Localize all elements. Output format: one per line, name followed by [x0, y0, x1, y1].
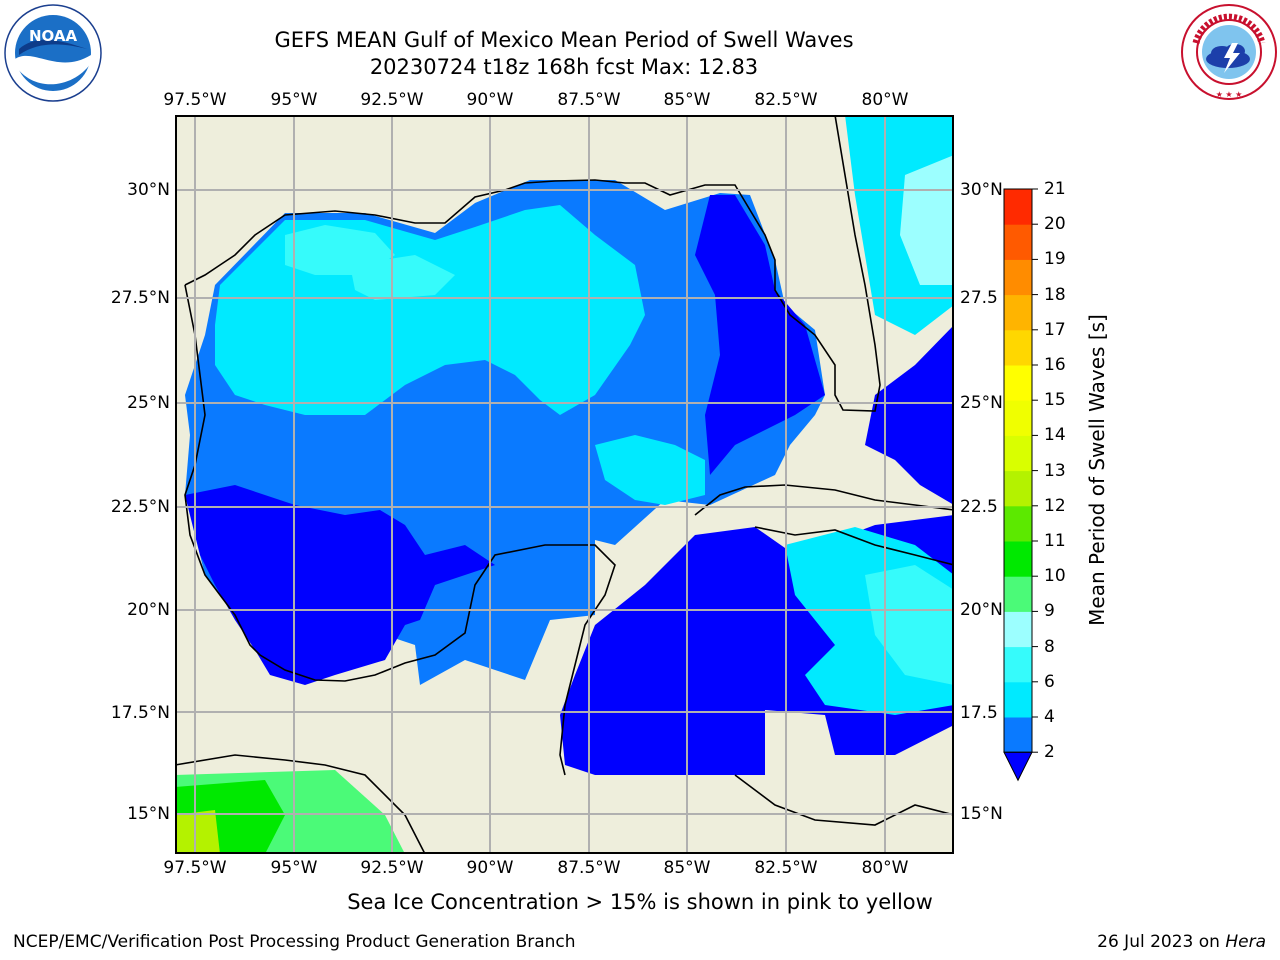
lat-label-left: 17.5°N: [110, 703, 170, 723]
run-date-text: 26 Jul 2023 on: [1097, 932, 1226, 952]
lat-label-left: 20°N: [127, 600, 170, 620]
colorbar-segment: [1004, 435, 1032, 472]
noaa-logo-text: NOAA: [29, 27, 78, 45]
lat-label-left: 22.5°N: [110, 497, 170, 517]
colorbar-tick-label: 16: [1044, 355, 1066, 375]
graticule: [175, 115, 954, 854]
lat-label-right: 30°N: [960, 180, 1003, 200]
noaa-logo: NOAA: [4, 4, 102, 102]
colorbar-segment: [1004, 259, 1032, 296]
colorbar-tick-label: 6: [1044, 671, 1055, 692]
colorbar-tick-label: 15: [1044, 390, 1066, 411]
colorbar-segment: [1004, 646, 1032, 683]
chart-title: GEFS MEAN Gulf of Mexico Mean Period of …: [274, 28, 854, 52]
colorbar-tick-label: 21: [1044, 179, 1066, 199]
lon-label-top: 95°W: [270, 90, 318, 110]
colorbar-tick-label: 8: [1044, 636, 1055, 657]
nws-logo: ★ ★ ★: [1181, 4, 1277, 100]
lon-label-bottom: 90°W: [466, 858, 514, 878]
map-frame: [175, 115, 954, 854]
colorbar-segment: [1004, 294, 1032, 331]
lon-label-top: 85°W: [663, 90, 711, 110]
colorbar-segment: [1004, 365, 1032, 401]
colorbar: [1003, 188, 1038, 782]
swell-field-atlantic-pale: [900, 155, 954, 285]
colorbar-tick-label: 11: [1044, 531, 1066, 551]
swell-field-light-cyan-2: [350, 255, 455, 300]
lon-label-bottom: 92.5°W: [360, 858, 424, 878]
colorbar-extend-arrow: [1003, 751, 1033, 782]
lon-label-bottom: 85°W: [663, 858, 711, 878]
colorbar-segment: [1004, 470, 1032, 507]
swell-field-deep-east: [695, 195, 825, 475]
colorbar-segment: [1004, 224, 1032, 260]
lon-label-bottom: 87.5°W: [557, 858, 621, 878]
lat-label-right: 22.5: [960, 497, 998, 517]
lat-label-left: 30°N: [127, 180, 170, 200]
swell-field-deep-west: [185, 485, 495, 685]
lat-label-left: 27.5°N: [110, 288, 170, 308]
chart-subtitle: 20230724 t18z 168h fcst Max: 12.83: [369, 55, 759, 79]
lon-label-bottom: 97.5°W: [163, 858, 227, 878]
lat-label-left: 25°N: [127, 393, 170, 413]
colorbar-segment: [1004, 329, 1032, 366]
lon-label-top: 82.5°W: [754, 90, 818, 110]
run-date: 26 Jul 2023 on Hera: [1097, 932, 1266, 952]
colorbar-segment: [1004, 189, 1032, 225]
colorbar-segment: [1004, 505, 1032, 542]
colorbar-tick-label: 2: [1044, 742, 1055, 763]
colorbar-tick-label: 18: [1044, 284, 1066, 305]
colorbar-tick-label: 17: [1044, 319, 1066, 340]
lon-label-top: 90°W: [466, 90, 514, 110]
lon-label-top: 92.5°W: [360, 90, 424, 110]
lat-label-right: 25°N: [960, 393, 1003, 413]
colorbar-tick-label: 9: [1044, 601, 1055, 622]
lon-label-top: 80°W: [861, 90, 909, 110]
lon-label-bottom: 80°W: [861, 858, 909, 878]
lat-label-right: 27.5: [960, 288, 998, 308]
colorbar-tick-label: 10: [1044, 566, 1066, 587]
machine-name: Hera: [1225, 932, 1266, 952]
colorbar-tick-label: 12: [1044, 495, 1066, 516]
lon-label-top: 87.5°W: [557, 90, 621, 110]
swell-field-cyan-central: [595, 435, 705, 505]
colorbar-segment: [1004, 541, 1032, 577]
lon-label-top: 97.5°W: [163, 90, 227, 110]
swell-field-pacific-yellow: [175, 810, 220, 854]
colorbar-segment: [1004, 681, 1032, 718]
map-panel: [175, 115, 954, 854]
swell-field-caribbean-light: [865, 565, 954, 685]
colorbar-title: Mean Period of Swell Waves [s]: [1085, 314, 1109, 626]
svg-text:★ ★ ★: ★ ★ ★: [1216, 90, 1243, 99]
colorbar-tick-label: 13: [1044, 460, 1066, 481]
lat-label-left: 15°N: [127, 804, 170, 824]
credit-text: NCEP/EMC/Verification Post Processing Pr…: [13, 932, 576, 952]
colorbar-segment: [1004, 576, 1032, 612]
lat-label-right: 17.5: [960, 703, 998, 723]
lon-label-bottom: 95°W: [270, 858, 318, 878]
colorbar-tick-label: 4: [1044, 707, 1055, 727]
swell-field-bahamas: [865, 325, 954, 505]
lon-label-bottom: 82.5°W: [754, 858, 818, 878]
lat-label-right: 15°N: [960, 804, 1003, 824]
colorbar-tick-label: 20: [1044, 214, 1066, 235]
colorbar-segment: [1004, 611, 1032, 648]
colorbar-tick-label: 19: [1044, 249, 1066, 270]
lat-label-right: 20°N: [960, 600, 1003, 620]
sea-ice-note: Sea Ice Concentration > 15% is shown in …: [347, 890, 933, 914]
colorbar-tick-label: 14: [1044, 425, 1066, 446]
colorbar-segment: [1004, 717, 1032, 753]
colorbar-segment: [1004, 400, 1032, 436]
